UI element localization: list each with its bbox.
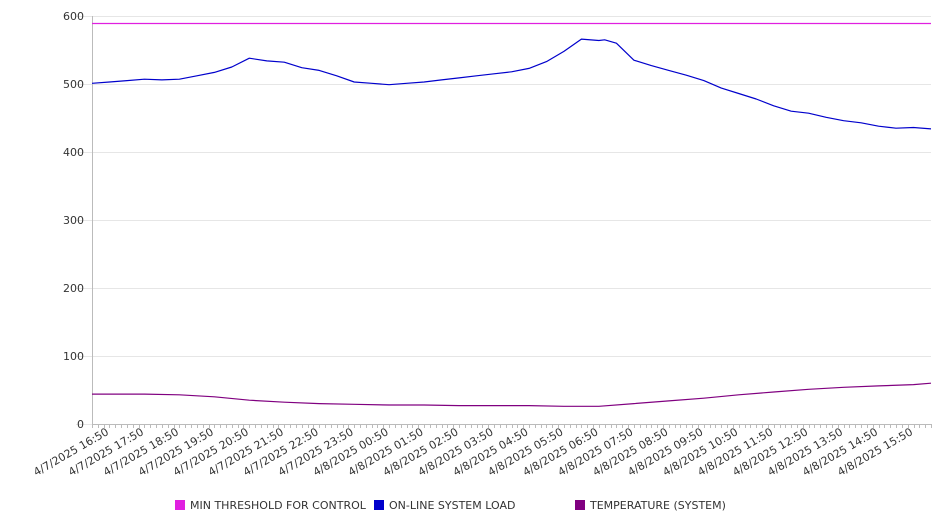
legend: MIN THRESHOLD FOR CONTROL ON-LINE SYSTEM … <box>175 499 726 512</box>
legend-label: MIN THRESHOLD FOR CONTROL <box>190 499 367 512</box>
y-tick-label: 600 <box>63 10 84 23</box>
series-line-3 <box>92 382 932 407</box>
legend-swatch <box>575 500 585 510</box>
legend-swatch <box>374 500 384 510</box>
y-tick-label: 300 <box>63 214 84 227</box>
y-tick-label: 0 <box>77 418 84 431</box>
y-tick-label: 500 <box>63 78 84 91</box>
legend-label: ON-LINE SYSTEM LOAD <box>389 499 515 512</box>
gridlines <box>76 16 931 425</box>
y-tick-label: 200 <box>63 282 84 295</box>
y-tick-label: 400 <box>63 146 84 159</box>
series-line-2 <box>91 38 932 130</box>
y-tick-label: 100 <box>63 350 84 363</box>
legend-label: TEMPERATURE (SYSTEM) <box>589 499 726 512</box>
legend-swatch <box>175 500 185 510</box>
series-lines <box>91 22 932 407</box>
